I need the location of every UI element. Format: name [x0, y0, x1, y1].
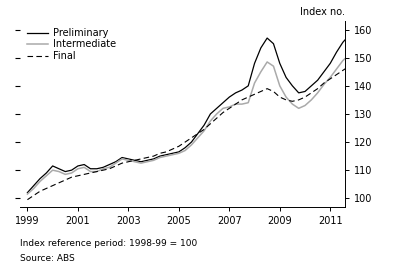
- Text: Index no.: Index no.: [301, 7, 345, 17]
- Intermediate: [233, 103, 238, 106]
- Final: [353, 62, 358, 65]
- Final: [25, 198, 30, 201]
- Legend: Preliminary, Intermediate, Final: Preliminary, Intermediate, Final: [25, 26, 118, 63]
- Intermediate: [315, 91, 320, 94]
- Preliminary: [114, 160, 118, 163]
- Intermediate: [114, 162, 118, 165]
- Final: [233, 103, 238, 106]
- Intermediate: [221, 107, 225, 110]
- Final: [278, 95, 282, 99]
- Intermediate: [214, 112, 219, 116]
- Preliminary: [25, 191, 30, 194]
- Final: [315, 87, 320, 90]
- Line: Intermediate: Intermediate: [27, 52, 355, 194]
- Text: Index reference period: 1998-99 = 100: Index reference period: 1998-99 = 100: [20, 238, 197, 248]
- Preliminary: [353, 28, 358, 31]
- Intermediate: [353, 51, 358, 54]
- Final: [221, 111, 225, 114]
- Final: [214, 117, 219, 120]
- Preliminary: [233, 91, 238, 94]
- Preliminary: [278, 62, 282, 65]
- Intermediate: [25, 192, 30, 196]
- Preliminary: [214, 107, 219, 110]
- Intermediate: [278, 84, 282, 87]
- Preliminary: [221, 101, 225, 104]
- Line: Preliminary: Preliminary: [27, 30, 355, 193]
- Line: Final: Final: [27, 63, 355, 200]
- Final: [114, 164, 118, 167]
- Preliminary: [315, 79, 320, 82]
- Text: Source: ABS: Source: ABS: [20, 254, 75, 263]
